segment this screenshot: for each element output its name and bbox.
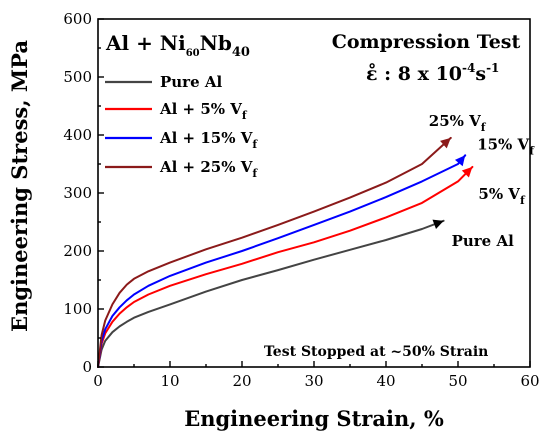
x-tick-label: 10 bbox=[160, 372, 179, 390]
y-axis-label: Engineering Stress, MPa bbox=[7, 40, 32, 332]
y-tick-label: 0 bbox=[82, 358, 92, 376]
series-line bbox=[97, 219, 445, 368]
y-tick-label: 400 bbox=[63, 126, 92, 144]
x-axis-label: Engineering Strain, % bbox=[184, 406, 444, 431]
series-end-label: 5% Vf bbox=[478, 185, 526, 207]
legend: Pure Al Al + 5% Vf Al + 15% Vf Al + 25% Vf bbox=[105, 73, 258, 180]
x-tick-label: 50 bbox=[448, 372, 467, 390]
series-end-label: Pure Al bbox=[452, 232, 514, 250]
series-line bbox=[97, 165, 474, 368]
strain-rate-label: ε̊ : 8 x 10-4s-1 bbox=[366, 61, 499, 85]
x-tick-label: 0 bbox=[93, 372, 103, 390]
y-tick-label: 200 bbox=[63, 242, 92, 260]
series-end-arrow bbox=[432, 219, 444, 230]
y-tick-label: 100 bbox=[63, 300, 92, 318]
test-stopped-note: Test Stopped at ~50% Strain bbox=[264, 344, 488, 360]
series-end-label: 25% Vf bbox=[429, 112, 487, 134]
test-type-label: Compression Test bbox=[332, 31, 521, 53]
legend-title: Al + Ni60Nb40 bbox=[105, 31, 250, 60]
x-tick-label: 30 bbox=[304, 372, 323, 390]
legend-label: Pure Al bbox=[160, 73, 222, 91]
legend-label: Al + 5% Vf bbox=[159, 100, 248, 122]
plot-area bbox=[97, 136, 474, 368]
series-line bbox=[97, 154, 467, 368]
series-end-arrow bbox=[461, 166, 473, 178]
series-end-label: 15% Vf bbox=[477, 135, 535, 157]
legend-label: Al + 25% Vf bbox=[159, 158, 258, 180]
legend-label: Al + 15% Vf bbox=[159, 129, 258, 151]
y-tick-label: 600 bbox=[63, 10, 92, 28]
series-end-arrow bbox=[454, 155, 466, 167]
x-tick-label: 40 bbox=[376, 372, 395, 390]
series-end-arrow bbox=[440, 137, 451, 149]
y-tick-label: 500 bbox=[63, 68, 92, 86]
x-tick-label: 60 bbox=[520, 372, 539, 390]
x-tick-label: 20 bbox=[232, 372, 251, 390]
series-line bbox=[97, 136, 452, 368]
y-tick-label: 300 bbox=[63, 184, 92, 202]
